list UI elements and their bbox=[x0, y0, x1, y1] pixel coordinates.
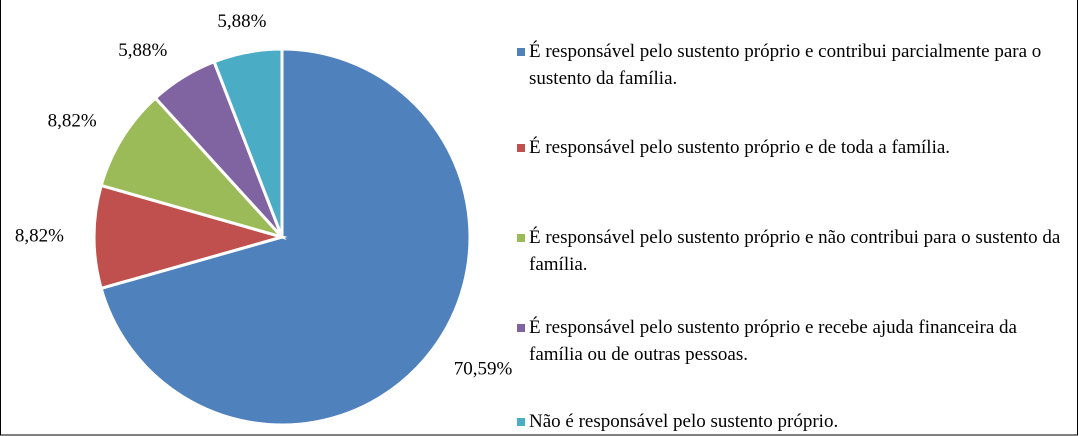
legend-swatch bbox=[517, 144, 525, 152]
legend-swatch bbox=[517, 324, 525, 332]
data-label: 8,82% bbox=[48, 111, 97, 132]
legend-label: Não é responsável pelo sustento próprio. bbox=[529, 411, 839, 432]
legend-label: É responsável pelo sustento próprio e co… bbox=[529, 41, 1042, 89]
pie-slice bbox=[212, 47, 284, 238]
legend-item: Não é responsável pelo sustento próprio. bbox=[517, 408, 1077, 435]
legend-item: É responsável pelo sustento próprio e re… bbox=[517, 314, 1077, 368]
legend-item: É responsável pelo sustento próprio e nã… bbox=[517, 224, 1077, 278]
data-label: 70,59% bbox=[454, 358, 513, 379]
legend-item: É responsável pelo sustento próprio e de… bbox=[517, 134, 1077, 161]
pie-slice bbox=[92, 183, 288, 291]
legend-label: É responsável pelo sustento próprio e de… bbox=[529, 137, 951, 158]
legend-item: É responsável pelo sustento próprio e co… bbox=[517, 38, 1077, 92]
data-label: 5,88% bbox=[217, 11, 266, 32]
data-label: 5,88% bbox=[118, 40, 167, 61]
pie-slice bbox=[99, 95, 287, 240]
legend-label: É responsável pelo sustento próprio e re… bbox=[529, 317, 1017, 365]
legend-swatch bbox=[517, 48, 525, 56]
legend-label: É responsável pelo sustento próprio e nã… bbox=[529, 227, 1061, 275]
legend-swatch bbox=[517, 234, 525, 242]
legend-swatch bbox=[517, 418, 525, 426]
data-label: 8,82% bbox=[15, 225, 64, 246]
